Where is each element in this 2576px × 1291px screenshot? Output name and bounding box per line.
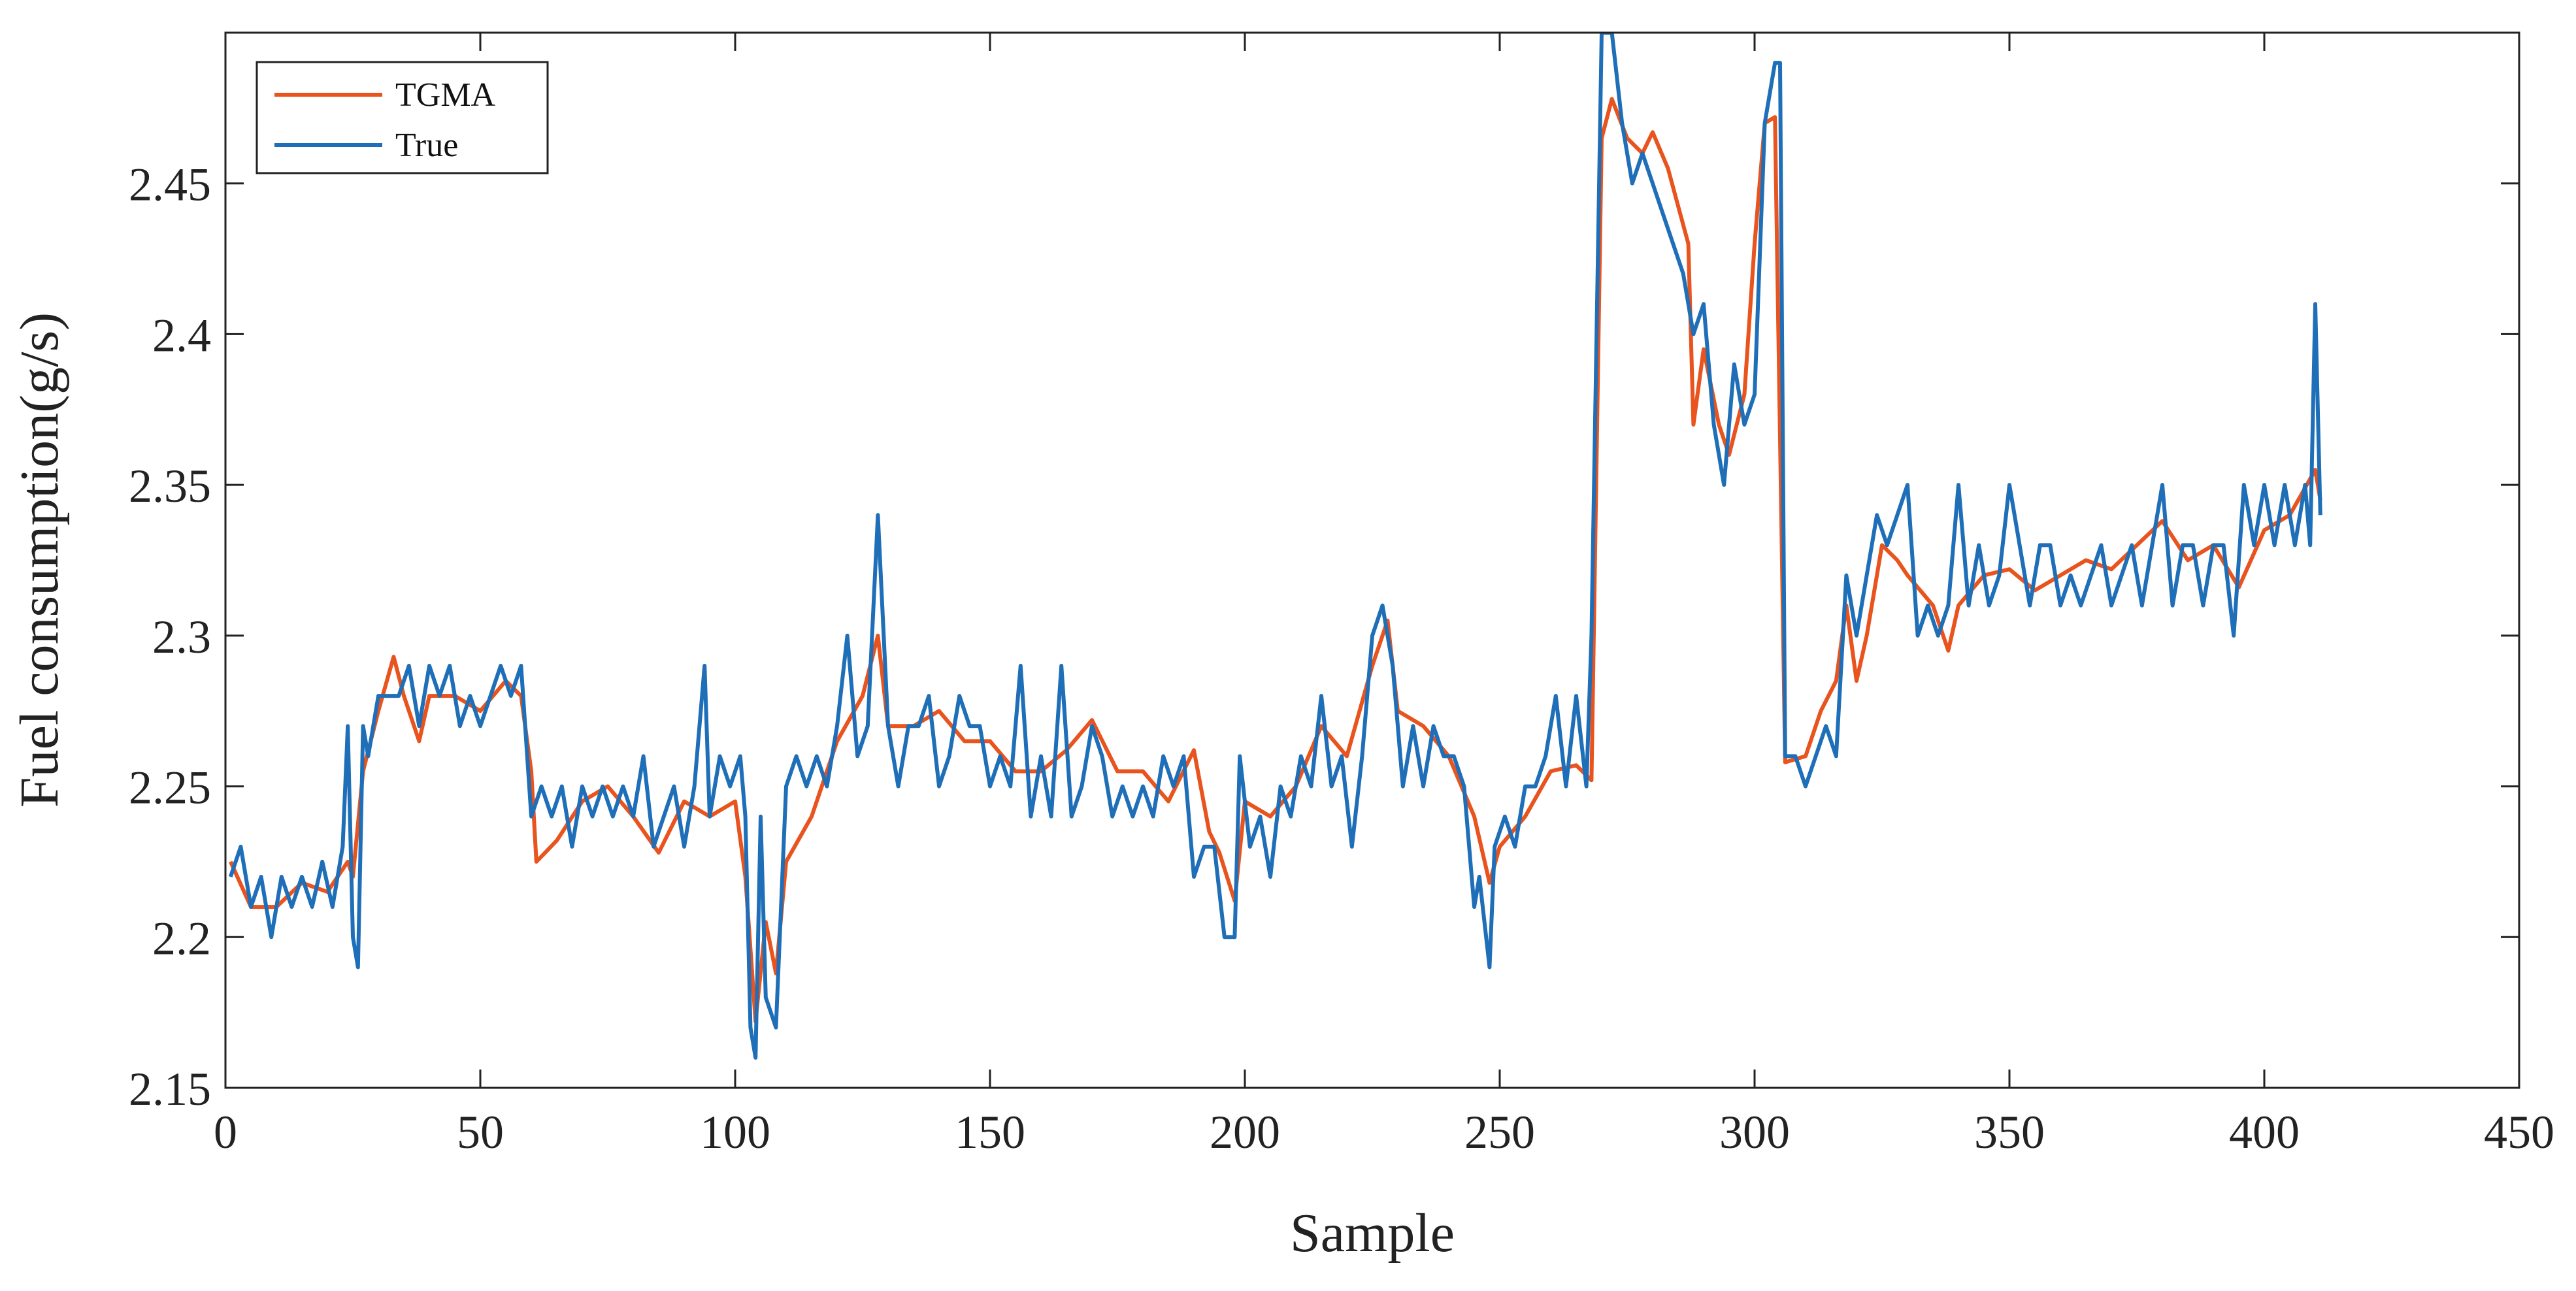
x-axis-label: Sample [1290,1203,1455,1264]
legend: TGMA True [256,61,549,174]
x-tick-label: 0 [214,1106,237,1158]
legend-label-true: True [395,127,458,164]
x-tick-label: 250 [1464,1106,1535,1158]
x-axis-ticks: 0 50 100 150 200 250 300 350 400 450 [214,33,2554,1158]
y-tick-label: 2.45 [129,159,211,211]
x-tick-label: 150 [955,1106,1025,1158]
axes-layer [224,31,2520,1089]
legend-label-tgma: TGMA [395,76,496,114]
series-line-tgma [229,97,2322,1024]
x-tick-label: 350 [1974,1106,2045,1158]
y-axis-label: Fuel consumption(g/s) [9,312,70,808]
x-tick-label: 50 [457,1106,504,1158]
y-tick-label: 2.35 [129,460,211,512]
x-tick-label: 450 [2484,1106,2554,1158]
series-line-true [228,33,2322,1060]
legend-box [256,61,549,174]
plot-frame [224,31,2520,1089]
x-tick-label: 400 [2229,1106,2300,1158]
y-tick-label: 2.2 [152,912,211,964]
plot-background [225,33,2519,1088]
y-tick-label: 2.3 [152,611,211,663]
x-tick-label: 300 [1719,1106,1790,1158]
series-layer [228,33,2322,1060]
y-tick-label: 2.25 [129,762,211,814]
x-tick-label: 100 [700,1106,770,1158]
x-tick-label: 200 [1210,1106,1280,1158]
y-axis-ticks: 2.15 2.2 2.25 2.3 2.35 2.4 2.45 [129,159,2519,1115]
y-tick-label: 2.15 [129,1063,211,1115]
y-tick-label: 2.4 [152,309,211,361]
